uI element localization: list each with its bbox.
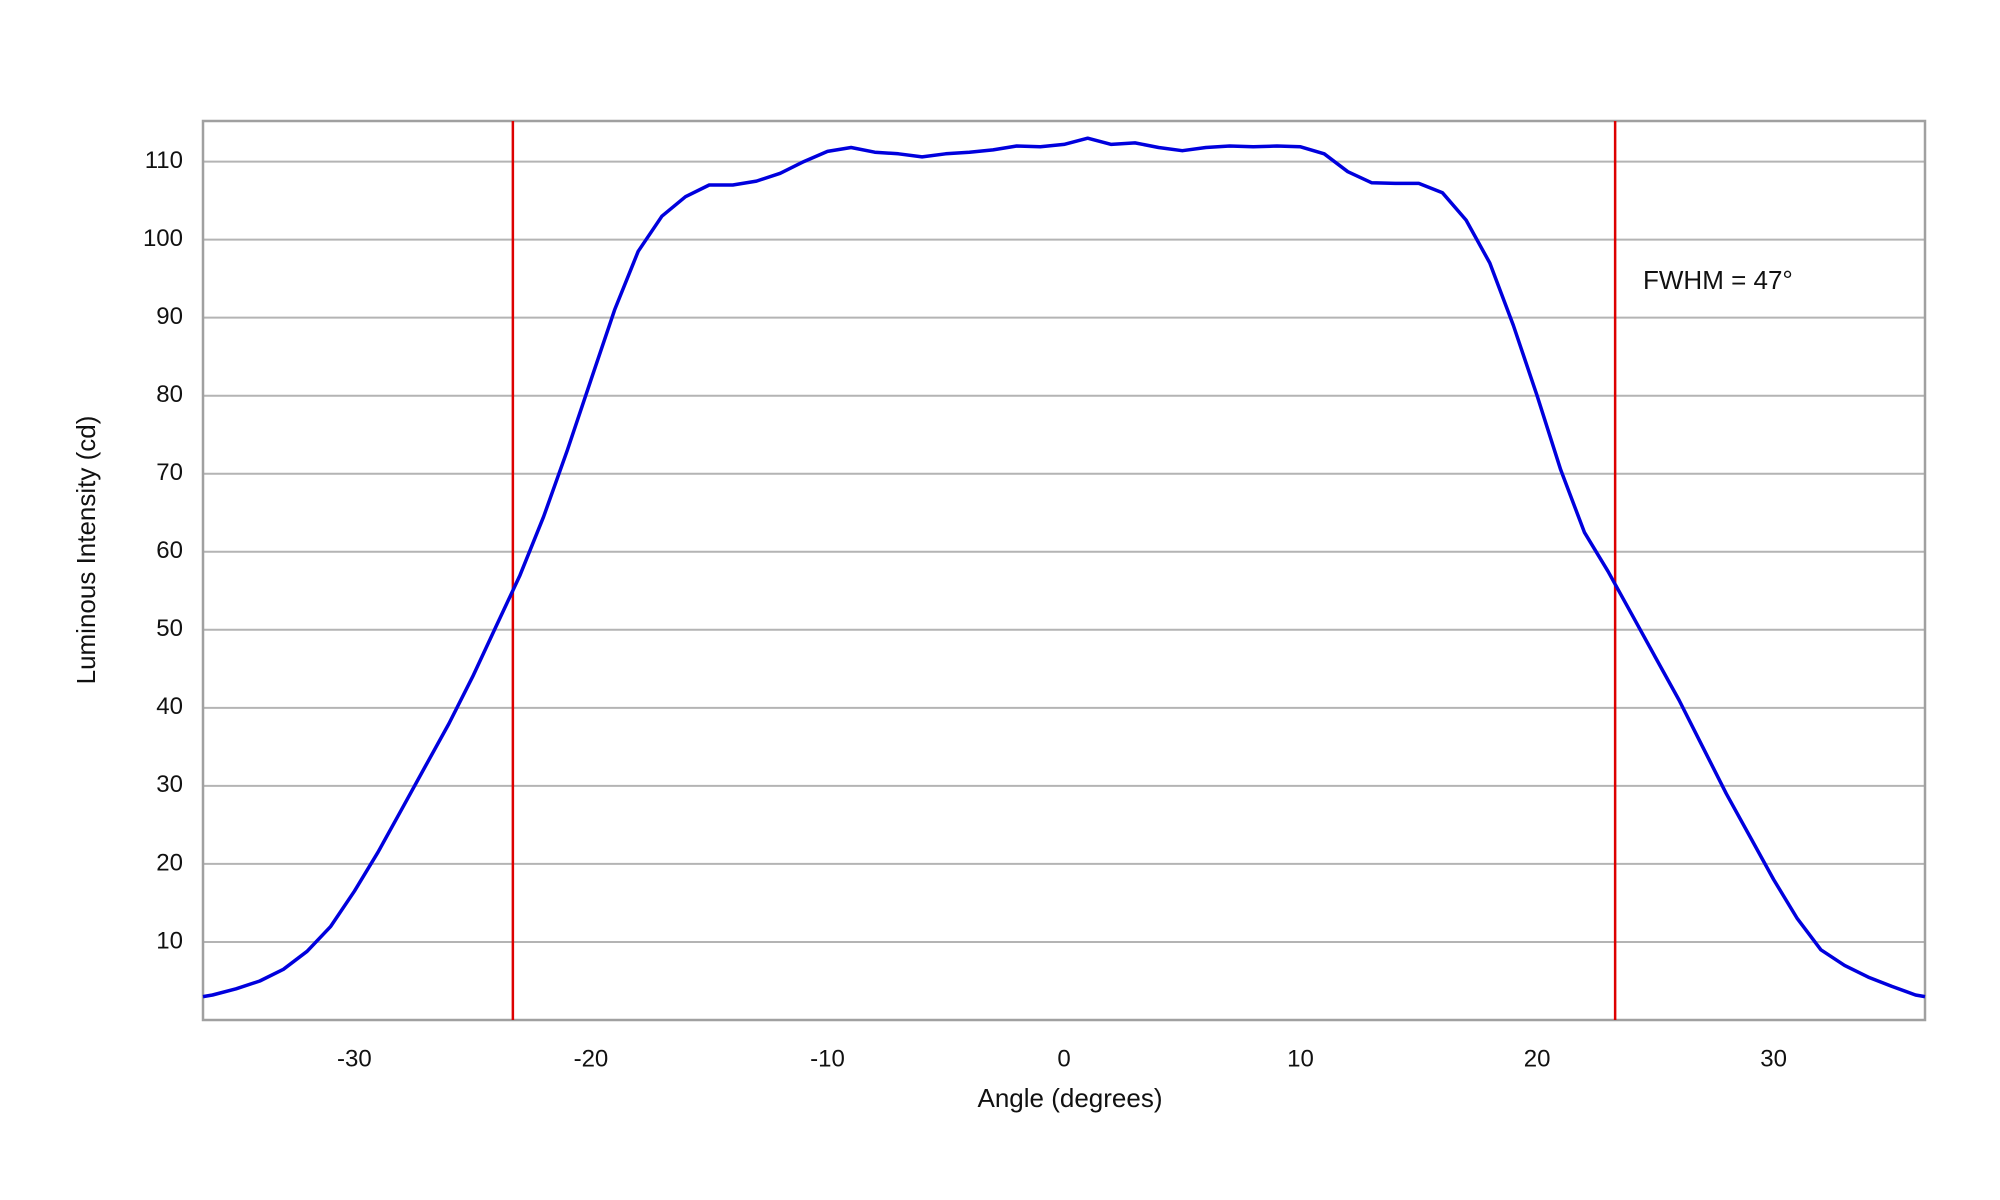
x-axis-label: Angle (degrees) <box>978 1083 1163 1113</box>
annotation: FWHM = 47° <box>1643 265 1793 295</box>
x-tick-label: -10 <box>810 1045 845 1072</box>
y-tick-label: 60 <box>156 537 183 564</box>
y-axis-label: Luminous Intensity (cd) <box>71 416 101 685</box>
y-tick-label: 50 <box>156 615 183 642</box>
x-tick-label: 0 <box>1057 1045 1070 1072</box>
plot-frame <box>201 119 1927 1022</box>
y-tick-label: 20 <box>156 849 183 876</box>
y-tick-label: 90 <box>156 303 183 330</box>
x-tick-label: 10 <box>1287 1045 1314 1072</box>
x-tick-label: 30 <box>1760 1045 1787 1072</box>
y-tick-label: 30 <box>156 771 183 798</box>
y-tick-label: 80 <box>156 381 183 408</box>
x-tick-label: -30 <box>337 1045 372 1072</box>
x-tick-label: 20 <box>1524 1045 1551 1072</box>
y-tick-label: 10 <box>156 927 183 954</box>
x-tick-label: -20 <box>574 1045 609 1072</box>
y-tick-label: 110 <box>145 147 183 174</box>
y-tick-label: 100 <box>143 225 183 252</box>
y-tick-label: 70 <box>156 459 183 486</box>
data-line <box>202 136 1926 999</box>
y-tick-label: 40 <box>156 693 183 720</box>
